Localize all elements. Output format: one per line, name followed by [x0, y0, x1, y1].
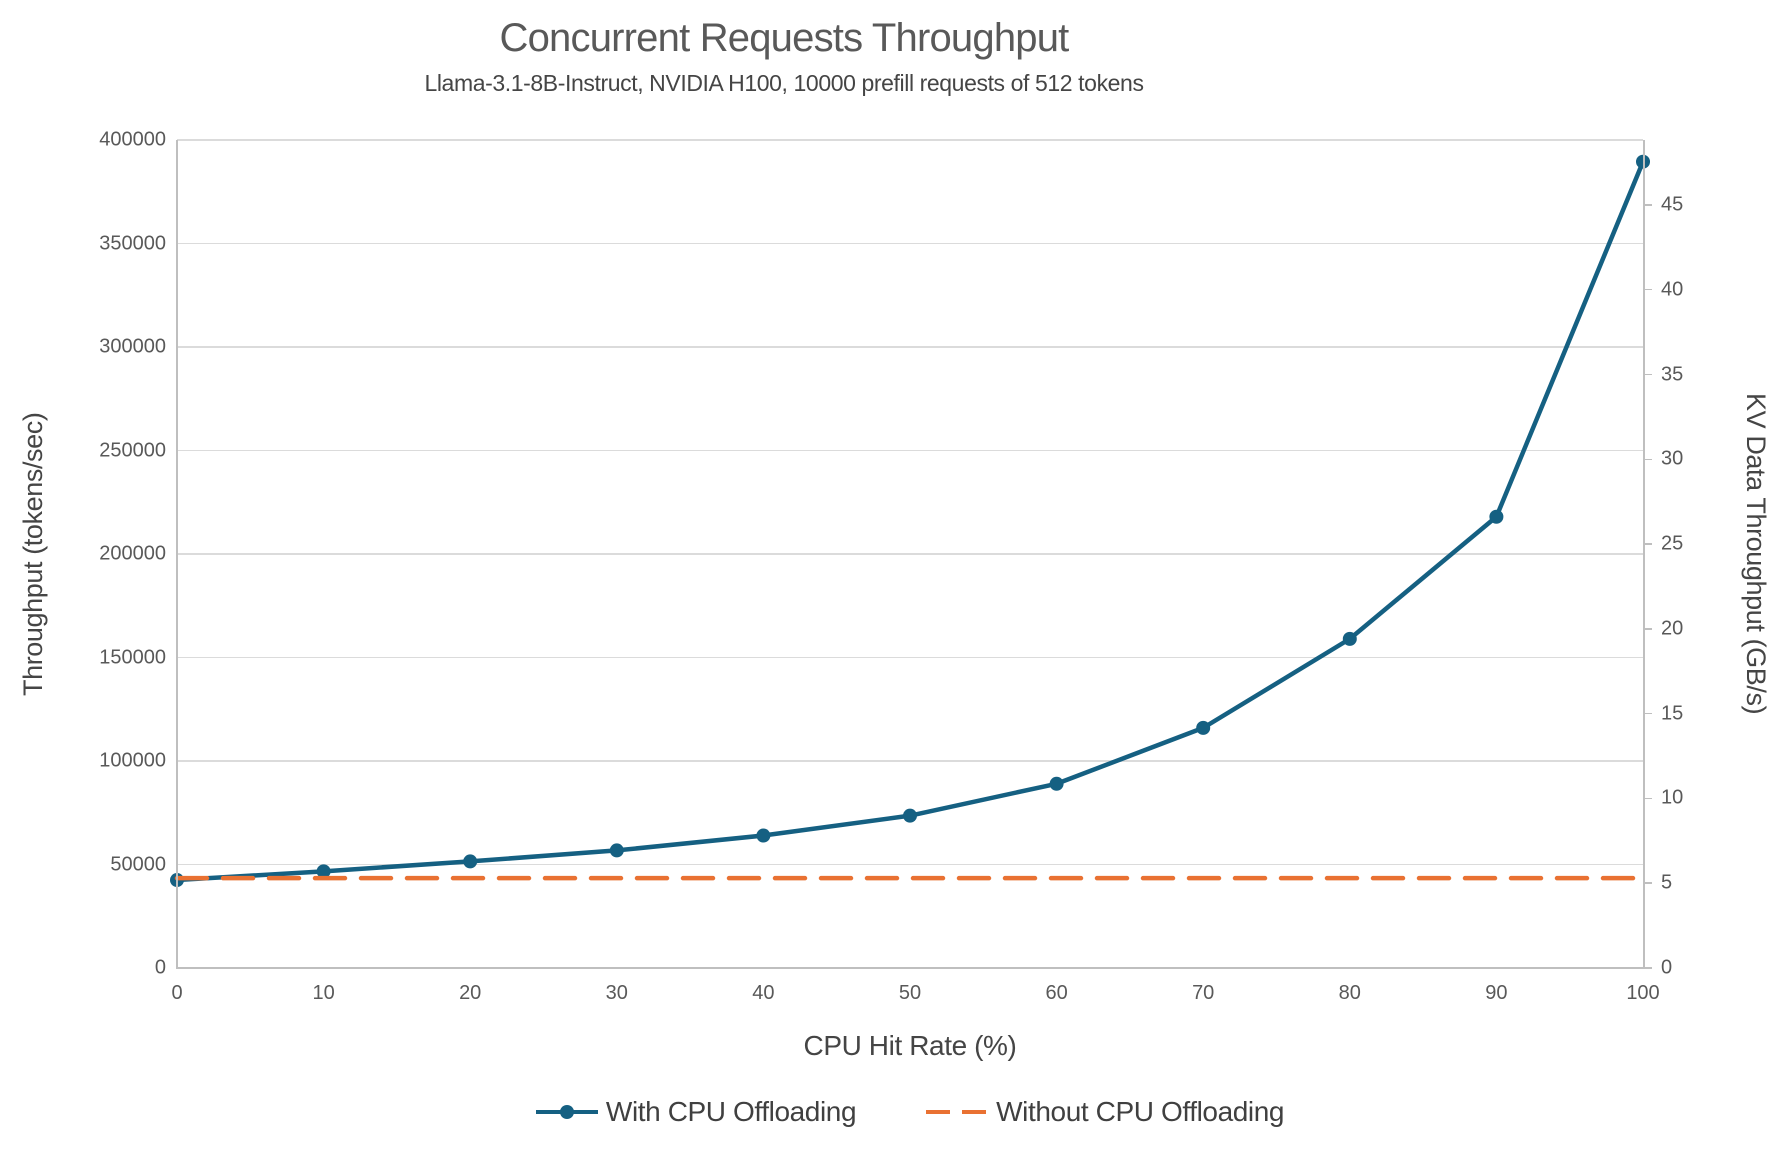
- series-line-with-cpu-offloading: [174, 159, 1646, 883]
- data-point-marker: [463, 854, 478, 869]
- x-axis-tick-label: 20: [459, 982, 482, 1004]
- y-axis-right-tick-mark: [1643, 373, 1652, 376]
- y-axis-left-tick-label: 200000: [99, 542, 166, 565]
- legend-item-with-offloading: With CPU Offloading: [535, 1096, 857, 1128]
- data-point-marker: [609, 843, 624, 858]
- y-axis-left-tick-label: 300000: [99, 335, 166, 358]
- y-axis-right-tick-label: 10: [1661, 786, 1684, 809]
- chart-title: Concurrent Requests Throughput: [499, 16, 1070, 60]
- data-point-marker: [1489, 509, 1504, 524]
- series-plot: [170, 154, 1650, 888]
- y-axis-left-tick-label: 350000: [99, 232, 166, 254]
- y-axis-right-tick-mark: [1643, 882, 1652, 884]
- x-axis-tick-label: 50: [898, 982, 922, 1004]
- y-axis-right-tick-mark: [1643, 288, 1652, 291]
- gridline: [177, 760, 1643, 762]
- x-axis-line: [176, 967, 1645, 969]
- y-axis-right-tick-label: 0: [1661, 956, 1673, 979]
- y-axis-right-tick-mark: [1643, 797, 1652, 800]
- y-axis-right-tick-mark: [1643, 458, 1652, 461]
- y-axis-right-tick-mark: [1643, 543, 1652, 545]
- x-axis-tick-label: 100: [1626, 982, 1660, 1004]
- gridline: [177, 553, 1643, 555]
- x-axis-tick-label: 40: [752, 982, 775, 1004]
- x-axis-tick-label: 80: [1338, 982, 1361, 1004]
- x-axis-tick-label: 10: [312, 982, 335, 1004]
- data-point-marker: [903, 808, 917, 823]
- y-axis-right-tick-label: 25: [1661, 532, 1684, 555]
- legend-label: Without CPU Offloading: [996, 1096, 1285, 1127]
- y-axis-left-tick-label: 0: [154, 956, 166, 979]
- y-axis-right-tick-mark: [1643, 712, 1652, 715]
- gridline: [177, 449, 1643, 452]
- y-axis-line-right: [1643, 140, 1645, 969]
- y-axis-right-tick-label: 40: [1661, 278, 1684, 301]
- legend-item-without-offloading: Without CPU Offloading: [926, 1096, 1284, 1128]
- y-axis-right-tick-label: 35: [1661, 363, 1684, 385]
- y-axis-left-tick-label: 100000: [99, 749, 166, 772]
- y-axis-left-tick-label: 150000: [99, 646, 166, 668]
- y-axis-right-tick-label: 15: [1661, 702, 1684, 725]
- x-axis-tick-label: 60: [1045, 982, 1068, 1004]
- chart-legend: With CPU Offloading Without CPU Offloadi…: [177, 1096, 1643, 1128]
- y-axis-right-tick-label: 20: [1661, 617, 1684, 640]
- y-axis-right-tick-mark: [1643, 204, 1652, 206]
- y-axis-title-right: KV Data Throughput (GB/s): [1741, 393, 1771, 715]
- x-axis-tick-label: 90: [1485, 982, 1508, 1004]
- data-point-marker: [1049, 776, 1064, 791]
- y-axis-line-left: [176, 140, 178, 969]
- y-axis-right-tick-label: 30: [1661, 447, 1684, 470]
- plot-area: [170, 139, 1650, 968]
- chart-subtitle: Llama-3.1-8B-Instruct, NVIDIA H100, 1000…: [424, 70, 1144, 96]
- data-point-marker: [1342, 631, 1357, 646]
- gridline: [177, 242, 1643, 245]
- y-axis-left-tick-label: 250000: [99, 439, 166, 461]
- data-point-marker: [316, 864, 331, 879]
- x-axis-tick-label: 70: [1192, 982, 1215, 1004]
- data-point-marker: [756, 828, 771, 843]
- y-axis-right-tick-mark: [1643, 967, 1652, 969]
- x-axis-title: CPU Hit Rate (%): [803, 1030, 1017, 1061]
- line-with-marker-icon: [535, 1105, 598, 1119]
- data-point-marker: [1196, 720, 1211, 735]
- y-axis-left-tick-label: 400000: [99, 128, 166, 151]
- legend-label: With CPU Offloading: [605, 1096, 857, 1127]
- x-axis-tick-label: 0: [171, 982, 183, 1004]
- gridline: [177, 139, 1643, 141]
- y-axis-right-tick-label: 45: [1661, 193, 1684, 216]
- gridline: [177, 656, 1643, 659]
- x-axis-tick-label: 30: [605, 982, 628, 1004]
- dashed-line-icon: [926, 1110, 989, 1114]
- y-axis-left-tick-label: 50000: [110, 853, 166, 875]
- y-axis-right-tick-label: 5: [1661, 871, 1673, 894]
- gridline: [177, 346, 1643, 348]
- y-axis-right-tick-mark: [1643, 628, 1652, 630]
- gridline: [177, 863, 1643, 866]
